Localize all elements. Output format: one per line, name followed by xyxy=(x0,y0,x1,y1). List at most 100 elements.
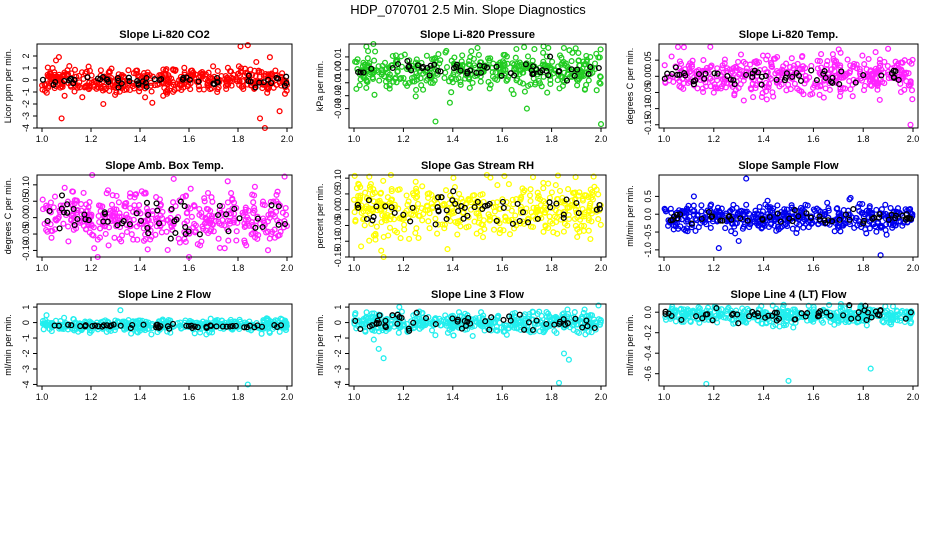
reference-point xyxy=(46,207,53,215)
data-point xyxy=(413,185,420,192)
reference-point xyxy=(522,61,529,68)
data-point xyxy=(462,310,469,317)
reference-point xyxy=(115,84,122,91)
data-point xyxy=(808,316,815,323)
reference-point xyxy=(355,204,362,211)
panel-title: Slope Line 3 Flow xyxy=(431,289,524,301)
reference-point xyxy=(241,324,248,331)
data-point xyxy=(575,329,583,336)
data-point xyxy=(863,322,870,329)
x-tick-label: 2.0 xyxy=(595,392,608,402)
data-point xyxy=(855,203,862,211)
y-tick-label: 0.00 xyxy=(21,209,31,227)
reference-point xyxy=(68,75,75,82)
outlier-point xyxy=(237,43,244,50)
data-point xyxy=(282,204,289,212)
y-tick-label: 0.01 xyxy=(333,48,343,66)
data-point xyxy=(694,212,701,219)
reference-point xyxy=(65,321,72,328)
data-point xyxy=(500,227,507,234)
reference-point xyxy=(246,322,254,329)
data-point xyxy=(698,208,705,215)
reference-point xyxy=(878,72,885,79)
data-point xyxy=(465,61,472,68)
data-point xyxy=(353,59,360,66)
data-point xyxy=(825,214,832,221)
data-point xyxy=(879,318,886,325)
data-point xyxy=(572,222,579,229)
y-tick-label: -2 xyxy=(21,100,31,108)
reference-point xyxy=(852,79,859,86)
outlier-point xyxy=(597,121,605,128)
reference-point xyxy=(571,72,578,79)
y-tick-label: -2 xyxy=(21,350,31,358)
chart-panel-4: Slope Amb. Box Temp.degrees C per min.1.… xyxy=(3,160,293,273)
data-point xyxy=(83,225,90,233)
data-point xyxy=(214,67,221,75)
data-point xyxy=(61,92,68,99)
y-tick-label: -3 xyxy=(21,365,31,373)
data-point xyxy=(71,88,78,95)
data-point xyxy=(159,316,166,323)
data-point xyxy=(446,99,453,106)
data-point xyxy=(789,75,796,82)
data-point xyxy=(113,223,120,230)
data-point xyxy=(154,214,161,222)
reference-point xyxy=(103,322,110,329)
data-point xyxy=(866,204,873,212)
data-point xyxy=(105,242,112,249)
reference-point xyxy=(791,207,798,214)
outlier-point xyxy=(117,307,124,314)
reference-point xyxy=(196,231,203,238)
reference-point xyxy=(677,211,684,218)
data-point xyxy=(724,306,731,313)
x-tick-label: 1.0 xyxy=(348,134,361,144)
data-point xyxy=(688,224,695,231)
data-point xyxy=(543,206,550,213)
data-point xyxy=(405,198,412,205)
outlier-point xyxy=(877,252,884,259)
data-point xyxy=(362,328,369,335)
reference-point xyxy=(92,322,99,329)
data-point xyxy=(205,82,212,90)
reference-point xyxy=(443,215,450,223)
reference-point xyxy=(749,73,756,81)
reference-point xyxy=(777,218,784,225)
data-point xyxy=(547,80,554,88)
data-point xyxy=(277,315,284,322)
reference-point xyxy=(357,325,364,333)
data-point xyxy=(494,199,501,206)
data-point xyxy=(70,211,77,218)
data-point xyxy=(543,308,550,316)
y-tick-label: -0.05 xyxy=(333,215,343,236)
data-point xyxy=(525,82,532,89)
data-point xyxy=(689,208,697,215)
data-point xyxy=(872,49,879,56)
x-tick-label: 1.8 xyxy=(545,392,558,402)
x-tick-label: 1.8 xyxy=(857,392,870,402)
panel-title: Slope Sample Flow xyxy=(738,160,839,172)
data-point xyxy=(775,69,782,76)
reference-point xyxy=(670,213,678,220)
data-point xyxy=(42,82,49,89)
data-point xyxy=(188,213,195,220)
reference-point xyxy=(863,316,870,324)
data-point xyxy=(43,312,50,319)
data-point xyxy=(409,78,416,85)
data-point xyxy=(755,59,763,66)
reference-point xyxy=(51,322,58,329)
data-point xyxy=(377,189,385,196)
data-point xyxy=(109,192,116,199)
data-point xyxy=(750,215,757,223)
data-point xyxy=(706,75,714,82)
data-point xyxy=(469,192,476,199)
data-point xyxy=(274,188,281,195)
data-point xyxy=(426,225,433,232)
reference-point xyxy=(547,204,554,211)
data-point xyxy=(581,306,588,313)
data-point xyxy=(248,219,255,226)
reference-point xyxy=(182,223,189,231)
data-point xyxy=(592,319,599,326)
data-point xyxy=(761,308,769,316)
